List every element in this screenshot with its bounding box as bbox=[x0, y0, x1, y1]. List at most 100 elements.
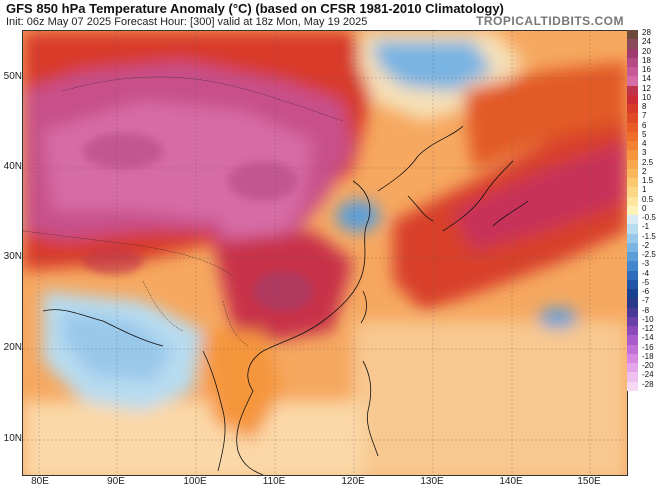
colorbar-swatch bbox=[627, 39, 638, 49]
colorbar-swatch bbox=[627, 48, 638, 58]
colorbar-level: -16 bbox=[627, 343, 660, 354]
colorbar-swatch bbox=[627, 94, 638, 104]
colorbar-swatch bbox=[627, 168, 638, 178]
borders bbox=[23, 76, 344, 347]
colorbar-swatch bbox=[627, 131, 638, 141]
colorbar-swatch bbox=[627, 67, 638, 77]
colorbar-level: -7 bbox=[627, 296, 660, 308]
colorbar-level: 8 bbox=[627, 102, 660, 114]
lon-label-90e: 90E bbox=[107, 476, 125, 487]
colorbar-swatch bbox=[627, 335, 638, 345]
colorbar-legend: 28 24 20 18 16 14 12 10 8 7 6 5 4 3 2.5 2 1.5 1 0.5 0 -0.5 -1… bbox=[627, 28, 660, 474]
colorbar-label: -1.5 bbox=[642, 231, 656, 241]
colorbar-level: -8 bbox=[627, 305, 660, 317]
colorbar-label: 4 bbox=[642, 139, 647, 148]
colorbar-swatch bbox=[627, 316, 638, 326]
colorbar-level: -0.5 bbox=[627, 213, 660, 225]
lat-label-40n: 40N bbox=[3, 161, 22, 172]
colorbar-level: -10 bbox=[627, 314, 660, 326]
colorbar-swatch bbox=[627, 122, 638, 132]
colorbar-swatch bbox=[627, 104, 638, 114]
colorbar-swatch bbox=[627, 372, 638, 382]
colorbar-swatch bbox=[627, 261, 638, 271]
colorbar-level: -4 bbox=[627, 268, 660, 280]
colorbar-level: 18 bbox=[627, 55, 660, 67]
colorbar-level: -5 bbox=[627, 277, 660, 289]
colorbar-level: 2.5 bbox=[627, 157, 660, 169]
lon-label-110e: 110E bbox=[262, 476, 286, 487]
colorbar-label: -5 bbox=[642, 277, 650, 287]
colorbar-label: 20 bbox=[642, 46, 651, 56]
colorbar-label: -2 bbox=[642, 240, 650, 250]
colorbar-level: -3 bbox=[627, 259, 660, 271]
lon-label-120e: 120E bbox=[341, 476, 365, 487]
brand-watermark[interactable]: TROPICALTIDBITS.COM bbox=[476, 14, 624, 28]
lon-label-130e: 130E bbox=[420, 476, 444, 487]
colorbar-level: -1.5 bbox=[627, 231, 660, 243]
colorbar-label: -28 bbox=[642, 379, 654, 389]
colorbar-label: 2.5 bbox=[642, 157, 654, 167]
colorbar-swatch bbox=[627, 159, 638, 169]
colorbar-swatch bbox=[627, 363, 638, 373]
colorbar-label: -10 bbox=[642, 314, 654, 324]
colorbar-swatch bbox=[627, 150, 638, 160]
colorbar-level: -28 bbox=[627, 379, 660, 391]
colorbar-swatch bbox=[627, 307, 638, 317]
colorbar-label: 1.5 bbox=[642, 176, 654, 185]
colorbar-level: 10 bbox=[627, 93, 660, 104]
anomaly-detail bbox=[83, 133, 313, 311]
colorbar-swatch bbox=[627, 205, 638, 215]
colorbar-swatch bbox=[627, 224, 638, 234]
colorbar-label: -20 bbox=[642, 361, 654, 370]
lat-label-50n: 50N bbox=[3, 71, 22, 82]
colorbar-level: 12 bbox=[627, 84, 660, 95]
colorbar-label: 8 bbox=[642, 102, 647, 111]
colorbar-level: -14 bbox=[627, 333, 660, 345]
colorbar-level: 4 bbox=[627, 139, 660, 151]
colorbar-label: -6 bbox=[642, 287, 650, 296]
colorbar-level: 0.5 bbox=[627, 195, 660, 206]
colorbar-level: -24 bbox=[627, 370, 660, 382]
colorbar-level: 1 bbox=[627, 185, 660, 197]
colorbar-level: 28 bbox=[627, 28, 660, 40]
colorbar-swatch bbox=[627, 113, 638, 123]
anomaly-field bbox=[23, 31, 627, 475]
colorbar-swatch bbox=[627, 326, 638, 336]
header: GFS 850 hPa Temperature Anomaly (°C) (ba… bbox=[0, 0, 660, 30]
colorbar-level: -20 bbox=[627, 361, 660, 373]
map-subtitle: Init: 06z May 07 2025 Forecast Hour: [30… bbox=[6, 16, 368, 28]
lat-label-20n: 20N bbox=[3, 342, 22, 353]
colorbar-swatch bbox=[627, 279, 638, 289]
lat-label-30n: 30N bbox=[3, 251, 22, 262]
map-title: GFS 850 hPa Temperature Anomaly (°C) (ba… bbox=[6, 1, 504, 16]
coastlines bbox=[42, 125, 529, 475]
colorbar-label: -7 bbox=[642, 296, 650, 306]
lat-label-10n: 10N bbox=[3, 433, 22, 444]
colorbar-swatch bbox=[627, 242, 638, 252]
anomaly-map bbox=[22, 30, 628, 476]
colorbar-swatch bbox=[627, 233, 638, 243]
colorbar-label: -12 bbox=[642, 324, 654, 333]
colorbar-level: -2.5 bbox=[627, 250, 660, 262]
colorbar-label: -0.5 bbox=[642, 213, 656, 222]
colorbar-label: -8 bbox=[642, 305, 650, 315]
lon-label-150e: 150E bbox=[577, 476, 601, 487]
lon-label-100e: 100E bbox=[183, 476, 207, 487]
colorbar-label: 7 bbox=[642, 111, 647, 121]
colorbar-label: -14 bbox=[642, 333, 654, 343]
colorbar-level: -18 bbox=[627, 352, 660, 363]
colorbar-label: -3 bbox=[642, 259, 650, 269]
colorbar-label: 18 bbox=[642, 55, 651, 65]
colorbar-swatch bbox=[627, 187, 638, 197]
colorbar-swatch bbox=[627, 289, 638, 299]
colorbar-swatch bbox=[627, 298, 638, 308]
lon-label-80e: 80E bbox=[31, 476, 49, 487]
colorbar-level: -1 bbox=[627, 222, 660, 234]
colorbar-label: 2 bbox=[642, 166, 647, 176]
colorbar-label: 5 bbox=[642, 129, 647, 139]
colorbar-label: 6 bbox=[642, 120, 647, 130]
colorbar-level: 20 bbox=[627, 46, 660, 58]
colorbar-label: -4 bbox=[642, 268, 650, 278]
colorbar-level: 5 bbox=[627, 129, 660, 141]
colorbar-level: -2 bbox=[627, 240, 660, 252]
